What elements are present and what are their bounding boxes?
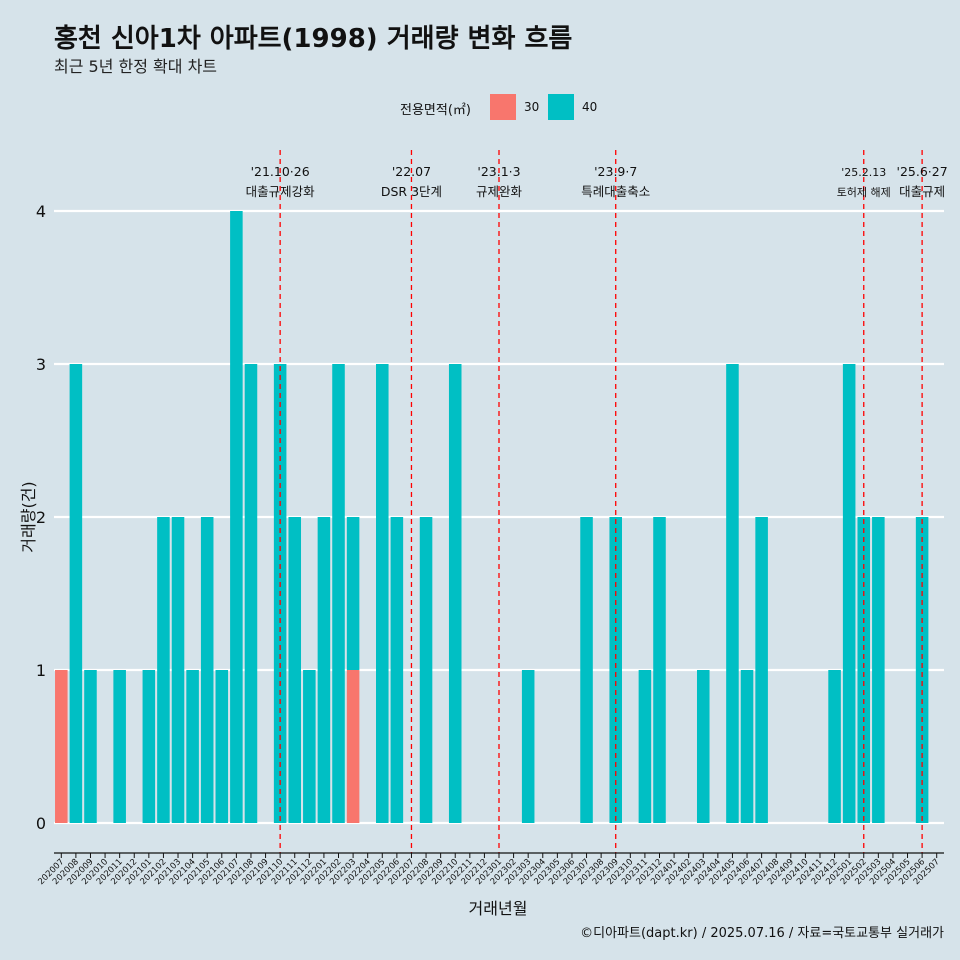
- x-axis: 2020072020082020092020102020112020122021…: [36, 852, 944, 887]
- y-tick-label: 2: [36, 508, 46, 527]
- bar-202102-40: [157, 517, 170, 823]
- bar-202108-40: [244, 364, 258, 823]
- bar-202403-40: [696, 670, 710, 823]
- bar-202103-40: [171, 517, 185, 823]
- event-label-202309: 특례대출축소: [581, 184, 650, 199]
- y-tick-label: 0: [36, 814, 46, 833]
- event-date-202207: '22.07: [392, 164, 431, 179]
- chart-subtitle: 최근 5년 한정 확대 차트: [54, 57, 218, 76]
- bar-202201-40: [317, 517, 331, 823]
- event-lines: [279, 150, 923, 853]
- event-label-202207: DSR 3단계: [381, 184, 442, 199]
- y-tick-label: 3: [36, 355, 46, 374]
- bar-202105-40: [200, 517, 214, 823]
- x-axis-label: 거래년월: [469, 899, 528, 918]
- bar-202104-40: [186, 670, 199, 823]
- event-date-202309: '23.9·7: [594, 164, 637, 179]
- bar-202206-40: [390, 517, 404, 823]
- bar-202208-40: [419, 517, 433, 823]
- bar-202007-30: [55, 670, 68, 823]
- bar-202506-40: [915, 517, 929, 823]
- bar-202406-40: [740, 670, 754, 823]
- legend-key-40: [548, 94, 574, 120]
- legend-title: 전용면적(㎡): [400, 103, 471, 118]
- bar-202210-40: [448, 364, 462, 823]
- bar-202312-40: [653, 517, 666, 823]
- bar-202202-40: [332, 364, 345, 823]
- legend: 전용면적(㎡) 30 40: [0, 93, 960, 123]
- bar-202111-40: [288, 517, 302, 823]
- y-axis: 0 1 2 3 4: [36, 202, 46, 833]
- event-date-202110: '21.10·26: [251, 164, 310, 179]
- event-label-202506: 대출규제: [899, 184, 945, 199]
- chart-title: 홍천 신아1차 아파트(1998) 거래량 변화 흐름: [54, 24, 573, 54]
- bar-202203-40: [346, 517, 360, 670]
- bar-202009-40: [84, 670, 97, 823]
- bar-202011-40: [113, 670, 126, 823]
- bar-202309-40: [609, 517, 622, 823]
- y-axis-label: 거래량(건): [19, 481, 38, 552]
- bar-202307-40: [580, 517, 593, 823]
- bar-202112-40: [303, 670, 316, 823]
- legend-label-40: 40: [582, 100, 598, 114]
- bar-202101-40: [142, 670, 156, 823]
- bar-202205-40: [376, 364, 389, 823]
- y-tick-label: 1: [36, 661, 46, 680]
- event-date-202506: '25.6·27: [897, 164, 948, 179]
- bar-202412-40: [828, 670, 841, 823]
- y-tick-label: 4: [36, 202, 46, 221]
- event-date-202502: '25.2.13: [841, 166, 886, 179]
- event-label-202301: 규제완화: [476, 184, 523, 199]
- bar-202502-40: [857, 517, 871, 823]
- event-label-202110: 대출규제강화: [246, 184, 316, 199]
- legend-label-30: 30: [524, 100, 540, 114]
- bar-202008-40: [69, 364, 83, 823]
- bar-202501-40: [842, 364, 856, 823]
- bar-202503-40: [872, 517, 885, 823]
- caption: ©디아파트(dapt.kr) / 2025.07.16 / 자료=국토교통부 실…: [580, 926, 944, 941]
- bar-202107-40: [230, 211, 243, 823]
- event-annotations: '21.10·26 대출규제강화 '22.07 DSR 3단계 '23.1·3 규제완화 '…: [246, 164, 948, 199]
- event-label-202502: 토허제 해제: [837, 185, 891, 199]
- legend-key-30: [490, 94, 516, 120]
- bar-202106-40: [215, 670, 229, 823]
- bar-202203-30: [346, 670, 360, 823]
- bar-202407-40: [755, 517, 768, 823]
- bar-202405-40: [726, 364, 739, 823]
- bar-202311-40: [638, 670, 652, 823]
- bar-202303-40: [521, 670, 535, 823]
- event-date-202301: '23.1·3: [477, 164, 520, 179]
